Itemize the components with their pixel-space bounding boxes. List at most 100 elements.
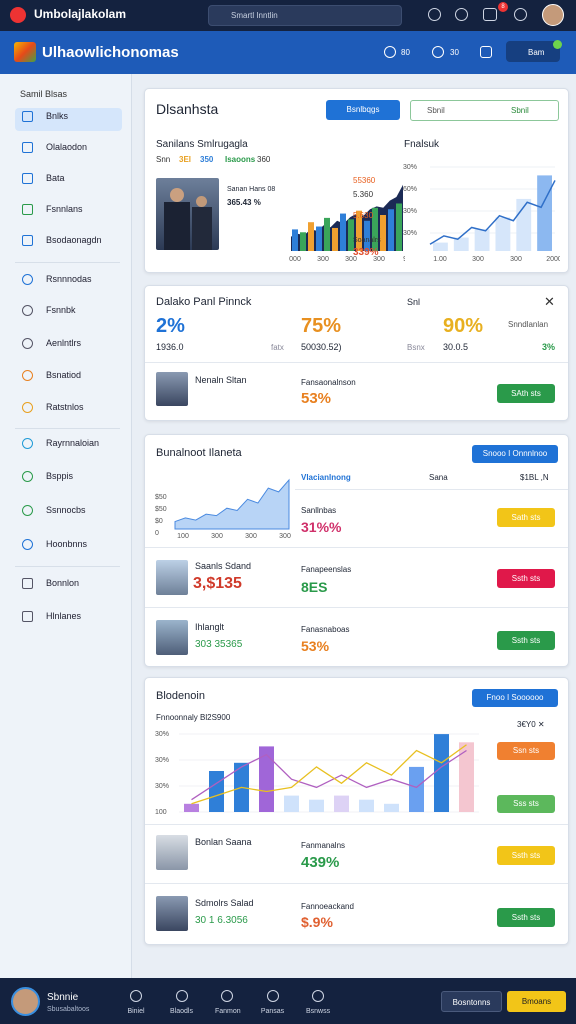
line-chart: 30% 60% 30% 30% 1.00 300 300 2000 xyxy=(403,164,560,263)
x-tick-label: 300 xyxy=(317,256,329,263)
bar xyxy=(209,771,224,812)
card: Dalako Panl Pinnck Snl ✕ 2% 1936.0 fatx … xyxy=(144,285,569,421)
row-value: 53% xyxy=(301,390,332,407)
sidebar-item[interactable]: Rsnnnodas xyxy=(46,274,92,284)
line xyxy=(429,180,556,245)
divider xyxy=(145,883,568,884)
sidebar-item[interactable]: Rayrnnaloian xyxy=(46,438,100,448)
status-dot xyxy=(553,40,562,49)
bar xyxy=(308,222,314,251)
button[interactable]: Ssth sts xyxy=(497,631,555,650)
icon[interactable] xyxy=(384,46,396,58)
button[interactable]: Fnoo I Soooooo xyxy=(472,689,558,707)
search-input[interactable]: Sbnil Sbnil xyxy=(410,100,559,121)
button[interactable]: Bosntonns xyxy=(441,991,502,1012)
header-button[interactable]: Bam xyxy=(506,41,560,62)
app-name: Umbolajlakolam xyxy=(34,7,127,21)
card-title: Dalako Panl Pinnck xyxy=(156,296,252,308)
row-name-value: 303 35365 xyxy=(195,639,243,650)
side-label: Soanalrs xyxy=(353,237,381,244)
divider xyxy=(145,824,568,825)
stat: 360 xyxy=(257,155,271,164)
overlay-label: Sanan Hans 08 xyxy=(227,186,276,193)
row-label: Fanapeenslas xyxy=(301,565,352,574)
tab-label: Pansas xyxy=(260,1008,285,1015)
sidebar-item[interactable]: Hlnlanes xyxy=(46,611,82,621)
stat-sub: 1936.0 xyxy=(156,342,184,352)
card: Dlsanhsta Bsnlbqgs Sbnil Sbnil Sanilans … xyxy=(144,88,569,273)
sidebar-item[interactable]: Bnlks xyxy=(46,111,69,121)
button[interactable]: Sss sts xyxy=(497,795,555,813)
button[interactable]: Ssth sts xyxy=(497,846,555,865)
icon-label: 80 xyxy=(401,48,410,57)
combo-chart: 30% 30% 30% 100 xyxy=(155,731,479,816)
sidebar-item[interactable]: Bata xyxy=(46,173,65,183)
button[interactable]: Bsnlbqgs xyxy=(326,100,400,120)
divider xyxy=(15,262,120,263)
button[interactable]: Snooo I Onnnlnoo xyxy=(472,445,558,463)
button[interactable]: SAth sts xyxy=(497,384,555,403)
user-name: Sbnnie xyxy=(47,992,79,1003)
button[interactable]: Ssth sts xyxy=(497,569,555,588)
sidebar-item[interactable]: Ssnnocbs xyxy=(46,505,86,515)
bar xyxy=(434,734,449,812)
icon[interactable] xyxy=(428,8,441,21)
icon[interactable] xyxy=(514,8,527,21)
stat-value: 75% xyxy=(301,315,342,337)
sidebar-item[interactable]: Aenlntlrs xyxy=(46,338,82,348)
sidebar-icon xyxy=(22,274,33,285)
tab-label: Fanmon xyxy=(215,1008,241,1015)
bar xyxy=(309,799,324,812)
bar xyxy=(340,213,346,251)
avatar[interactable] xyxy=(11,987,40,1016)
close-icon[interactable]: ✕ xyxy=(544,294,555,309)
active-item[interactable] xyxy=(15,108,122,131)
sidebar-item[interactable]: Hoonbnns xyxy=(46,539,88,549)
y-tick-label: 30% xyxy=(155,731,169,738)
y-tick-label: 30% xyxy=(155,757,169,764)
button[interactable]: Ssth sts xyxy=(497,908,555,927)
x-tick-label: 300 xyxy=(472,256,484,263)
x-tick-label: 90 xyxy=(403,256,405,263)
row-name-value: 30 1 6.3056 xyxy=(195,915,248,926)
bar xyxy=(364,220,370,251)
icon[interactable] xyxy=(483,8,497,21)
search-box[interactable]: Smartl Inntlin xyxy=(208,5,402,26)
row-value: 31%% xyxy=(301,519,342,535)
icon[interactable] xyxy=(432,46,444,58)
row-value: $.9% xyxy=(301,914,333,930)
side-label: 339% xyxy=(353,247,379,258)
photo-figure xyxy=(164,202,190,250)
sidebar-item[interactable]: Fsnnbk xyxy=(46,305,76,315)
x-tick-label: 300 xyxy=(211,533,223,540)
tab-icon xyxy=(130,990,142,1002)
button[interactable]: Ssn sts xyxy=(497,742,555,760)
sidebar-item[interactable]: Fsnnlans xyxy=(46,204,83,214)
stat-sub: 30.0.5 xyxy=(443,342,469,352)
icon[interactable] xyxy=(480,46,492,58)
stat-sub: 50030.52) xyxy=(301,342,342,352)
row-name: Saanls Sdand xyxy=(195,561,252,571)
y-tick-label: 60% xyxy=(403,186,417,193)
bar xyxy=(332,227,338,251)
sidebar-item[interactable]: Bsodaonagdn xyxy=(46,235,102,245)
area xyxy=(291,184,403,251)
button[interactable]: Sath sts xyxy=(497,508,555,527)
x-tick-label: 300 xyxy=(279,533,291,540)
divider xyxy=(145,547,568,548)
sidebar-icon xyxy=(22,204,33,215)
button[interactable]: Bmoans xyxy=(507,991,566,1012)
sidebar-item[interactable]: Bonnlon xyxy=(46,578,80,588)
bar xyxy=(459,742,474,812)
y-tick-label: 0 xyxy=(155,530,159,537)
avatar[interactable] xyxy=(542,4,564,26)
divider xyxy=(145,607,568,608)
sidebar-item[interactable]: Bsppis xyxy=(46,471,74,481)
sidebar-item[interactable]: Olalaodon xyxy=(46,142,88,152)
bar xyxy=(348,219,354,251)
x-tick-label: 000 xyxy=(289,256,301,263)
sidebar-item[interactable]: Ratstnlos xyxy=(46,402,84,412)
bar xyxy=(474,229,490,251)
sidebar-item[interactable]: Bsnatiod xyxy=(46,370,82,380)
icon[interactable] xyxy=(455,8,468,21)
